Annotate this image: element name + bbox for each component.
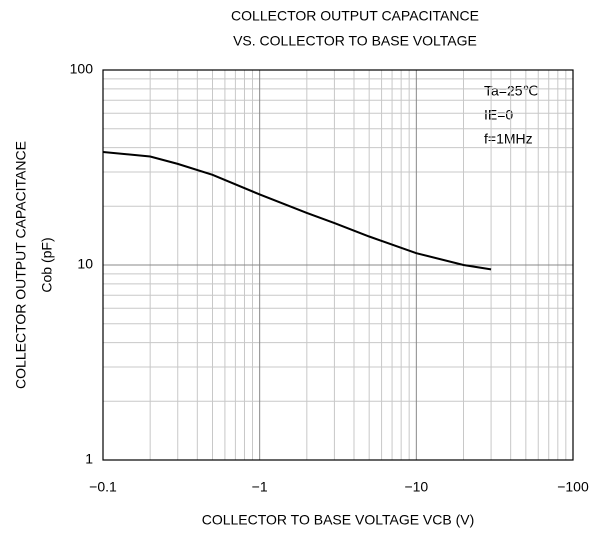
y-tick-label: 100	[70, 61, 94, 77]
data-line	[102, 150, 492, 271]
y-tick-label: 1	[85, 451, 93, 467]
x-tick-label: −100	[557, 479, 589, 495]
x-tick-label: −1	[252, 479, 268, 495]
x-tick-label: −0.1	[89, 479, 117, 495]
x-tick-label: −10	[404, 479, 428, 495]
chart-title: COLLECTOR OUTPUT CAPACITANCE	[231, 8, 479, 24]
annotation: f=1MHz	[484, 131, 533, 147]
chart-title: VS. COLLECTOR TO BASE VOLTAGE	[233, 33, 477, 49]
y-tick-label: 10	[77, 256, 93, 272]
y-axis-label: COLLECTOR OUTPUT CAPACITANCE	[13, 141, 29, 389]
annotation: IE=0	[484, 107, 513, 123]
y-axis-label: Cob (pF)	[39, 237, 55, 292]
x-axis-label: COLLECTOR TO BASE VOLTAGE VCB (V)	[202, 512, 475, 528]
plot-frame	[102, 69, 574, 461]
